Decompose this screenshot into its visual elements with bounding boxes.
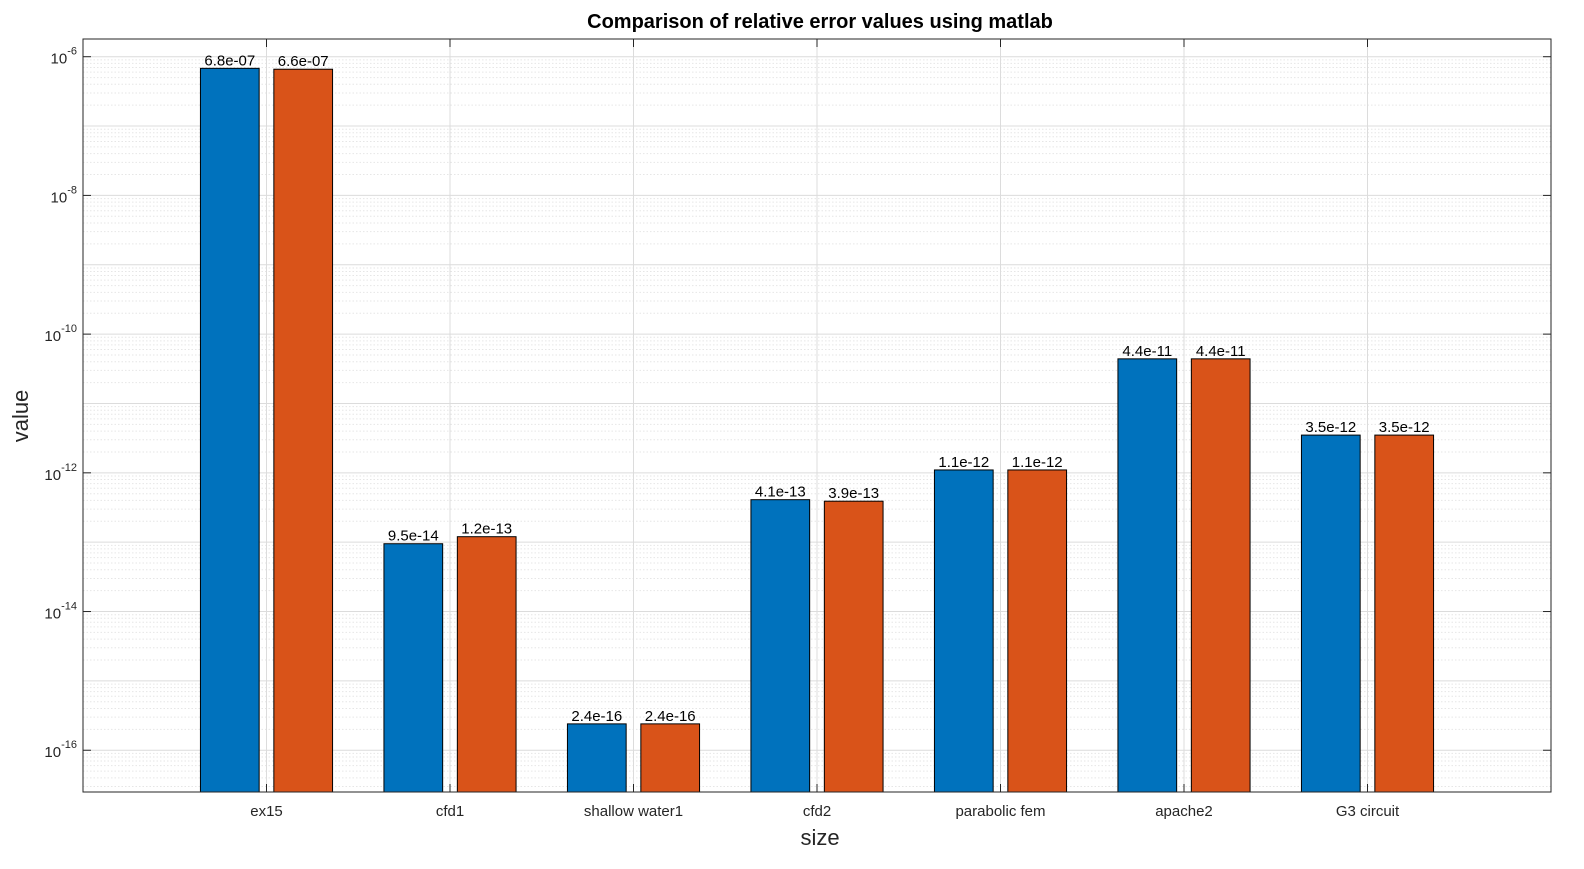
bar-cfd1-series-2	[456, 536, 517, 793]
data-label: 6.8e-07	[204, 52, 255, 69]
y-axis-label: value	[8, 390, 33, 443]
data-label: 4.4e-11	[1122, 343, 1172, 360]
data-label: 3.5e-12	[1379, 419, 1430, 436]
data-label: 4.4e-11	[1196, 343, 1246, 360]
bar-cfd1-series-1	[383, 543, 444, 793]
x-tick-label: cfd2	[803, 803, 831, 820]
bar-apache2-series-2	[1190, 358, 1251, 793]
bars	[199, 67, 1435, 793]
data-label: 9.5e-14	[388, 528, 439, 545]
bar-cfd2-series-2	[823, 500, 884, 793]
x-tick-label: cfd1	[436, 803, 464, 820]
data-label: 4.1e-13	[755, 484, 806, 501]
data-label: 1.1e-12	[1012, 454, 1063, 471]
bar-ex15-series-2	[273, 68, 334, 793]
chart-title: Comparison of relative error values usin…	[587, 11, 1053, 33]
x-tick-label: G3 circuit	[1336, 803, 1400, 820]
data-label: 2.4e-16	[645, 708, 696, 725]
x-tick-label: ex15	[250, 803, 283, 820]
bar-ex15-series-1	[199, 67, 260, 793]
bar-cfd2-series-1	[750, 499, 811, 793]
bar-parabolic-fem-series-1	[933, 469, 994, 793]
data-label: 2.4e-16	[571, 708, 622, 725]
y-tick-label: 10-6	[51, 46, 77, 68]
data-label: 1.2e-13	[461, 521, 512, 538]
y-tick-label: 10-12	[44, 462, 77, 484]
data-label: 1.1e-12	[938, 454, 989, 471]
x-axis-label: size	[800, 825, 839, 850]
y-tick-label: 10-14	[44, 601, 77, 623]
x-tick-label: apache2	[1155, 803, 1213, 820]
bar-apache2-series-1	[1117, 358, 1178, 793]
bar-shallow-water1-series-2	[640, 723, 701, 793]
bar-g3-circuit-series-1	[1300, 434, 1361, 793]
y-tick-label: 10-10	[44, 323, 77, 345]
x-tick-label: parabolic fem	[955, 803, 1045, 820]
data-label: 3.9e-13	[828, 485, 879, 502]
bar-g3-circuit-series-2	[1374, 434, 1435, 793]
y-tick-label: 10-16	[44, 739, 77, 761]
bar-parabolic-fem-series-2	[1007, 469, 1068, 793]
bar-shallow-water1-series-1	[566, 723, 627, 793]
data-labels: 6.8e-07 9.5e-14 2.4e-16 4.1e-13 1.1e-12 4.4e-…	[204, 52, 1429, 725]
data-label: 3.5e-12	[1305, 419, 1356, 436]
data-label: 6.6e-07	[278, 53, 329, 70]
y-tick-label: 10-8	[51, 184, 77, 206]
x-tick-label: shallow water1	[584, 803, 683, 820]
